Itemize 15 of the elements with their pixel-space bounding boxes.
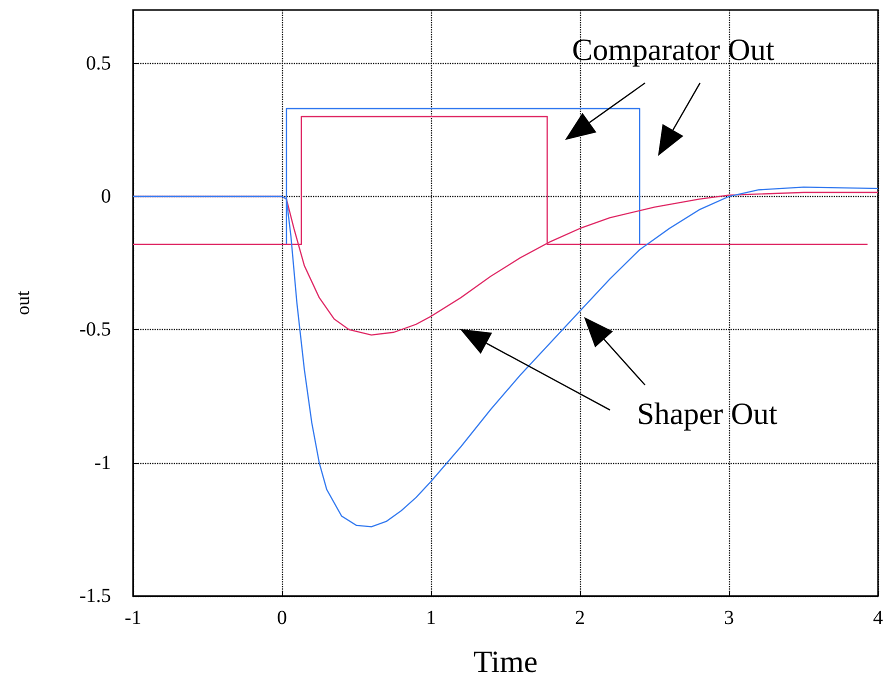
x-tick-label: 2 bbox=[575, 607, 585, 629]
y-tick-label: -1.5 bbox=[79, 585, 111, 607]
y-axis-title: out bbox=[13, 290, 34, 316]
annotation: Comparator Out bbox=[572, 32, 775, 67]
x-axis-title: Time bbox=[473, 644, 538, 679]
y-tick-label: 0 bbox=[101, 185, 111, 208]
annotation: Shaper Out bbox=[637, 396, 778, 431]
x-tick-label: -1 bbox=[124, 607, 142, 629]
y-tick-label: -1 bbox=[94, 452, 111, 474]
x-tick-label: 4 bbox=[873, 607, 883, 629]
x-tick-label: 3 bbox=[724, 607, 734, 629]
y-tick-label: -0.5 bbox=[79, 318, 111, 341]
x-tick-label: 1 bbox=[426, 607, 436, 629]
y-tick-label: 0.5 bbox=[86, 52, 111, 74]
x-tick-label: 0 bbox=[277, 607, 287, 629]
